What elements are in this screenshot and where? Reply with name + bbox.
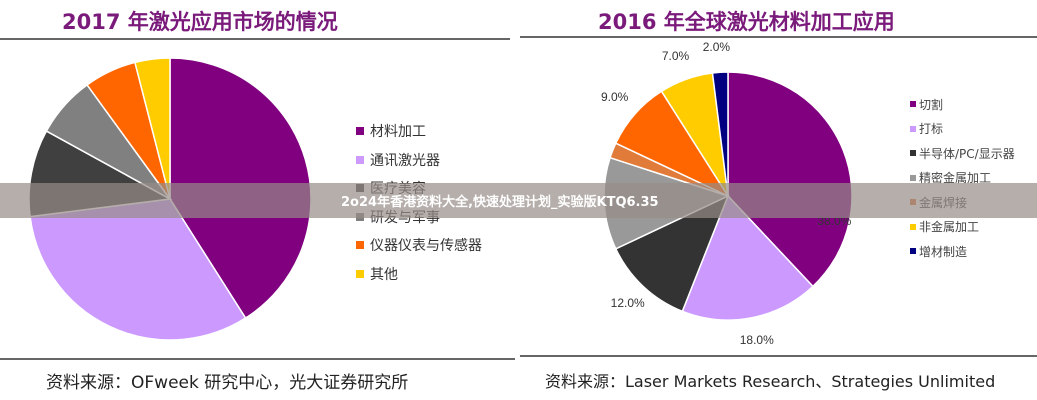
- legend-item: 其他: [356, 260, 482, 289]
- pie-slice: [614, 194, 730, 313]
- data-label: 9.0%: [600, 90, 629, 105]
- legend-label: 通讯激光器: [370, 152, 440, 169]
- pie-chart: [28, 57, 312, 341]
- legend-item: 半导体/PC/显示器: [910, 141, 1015, 166]
- legend-label: 增材制造: [919, 244, 968, 259]
- legend-swatch: [356, 241, 364, 250]
- chart-title: 2016 年全球激光材料加工应用: [598, 10, 895, 34]
- watermark-banner: 2o24年香港资料大全,快速处理计划_实验版KTQ6.35: [0, 183, 1037, 218]
- pie-slice: [134, 57, 171, 200]
- legend-swatch: [356, 127, 364, 136]
- legend-swatch: [910, 174, 916, 181]
- legend-item: 打标: [910, 117, 1015, 142]
- legend-label: 打标: [919, 122, 944, 137]
- legend-item: 材料加工: [356, 117, 482, 146]
- legend-label: 精密金属加工: [919, 171, 992, 186]
- legend-swatch: [910, 125, 916, 132]
- legend-swatch: [910, 101, 916, 108]
- legend-label: 材料加工: [370, 124, 426, 141]
- legend-item: 切割: [910, 92, 1015, 117]
- banner-text: 2o24年香港资料大全,快速处理计划_实验版KTQ6.35: [341, 195, 659, 210]
- divider: [520, 36, 1037, 38]
- legend-item: 通讯激光器: [356, 146, 482, 175]
- data-label: 12.0%: [610, 295, 645, 310]
- legend-item: 仪器仪表与传感器: [356, 231, 482, 260]
- legend-label: 半导体/PC/显示器: [919, 146, 1015, 161]
- legend-swatch: [910, 223, 916, 230]
- divider: [520, 355, 1037, 357]
- legend-item: 精密金属加工: [910, 166, 1015, 191]
- divider: [0, 358, 515, 360]
- legend-item: 增材制造: [910, 239, 1015, 264]
- pie-slice: [711, 71, 729, 197]
- pie-slice: [727, 71, 853, 288]
- divider: [0, 38, 510, 40]
- pie-slice: [681, 194, 814, 321]
- data-label: 7.0%: [661, 48, 690, 63]
- source-note: 资料来源：Laser Markets Research、Strategies U…: [545, 372, 996, 391]
- legend-swatch: [356, 155, 364, 164]
- legend-label: 其他: [370, 266, 398, 283]
- data-label: 18.0%: [739, 333, 774, 348]
- legend-label: 仪器仪表与传感器: [370, 238, 482, 255]
- chart-title: 2017 年激光应用市场的情况: [62, 10, 338, 34]
- legend-label: 切割: [919, 97, 944, 112]
- legend-label: 非金属加工: [919, 220, 980, 235]
- source-note: 资料来源：OFweek 研究中心，光大证券研究所: [46, 373, 409, 393]
- data-label: 2.0%: [702, 40, 731, 55]
- legend-swatch: [356, 269, 364, 278]
- legend-item: 非金属加工: [910, 215, 1015, 240]
- legend-swatch: [910, 150, 916, 157]
- legend-swatch: [910, 248, 916, 255]
- pie-slice: [29, 198, 247, 341]
